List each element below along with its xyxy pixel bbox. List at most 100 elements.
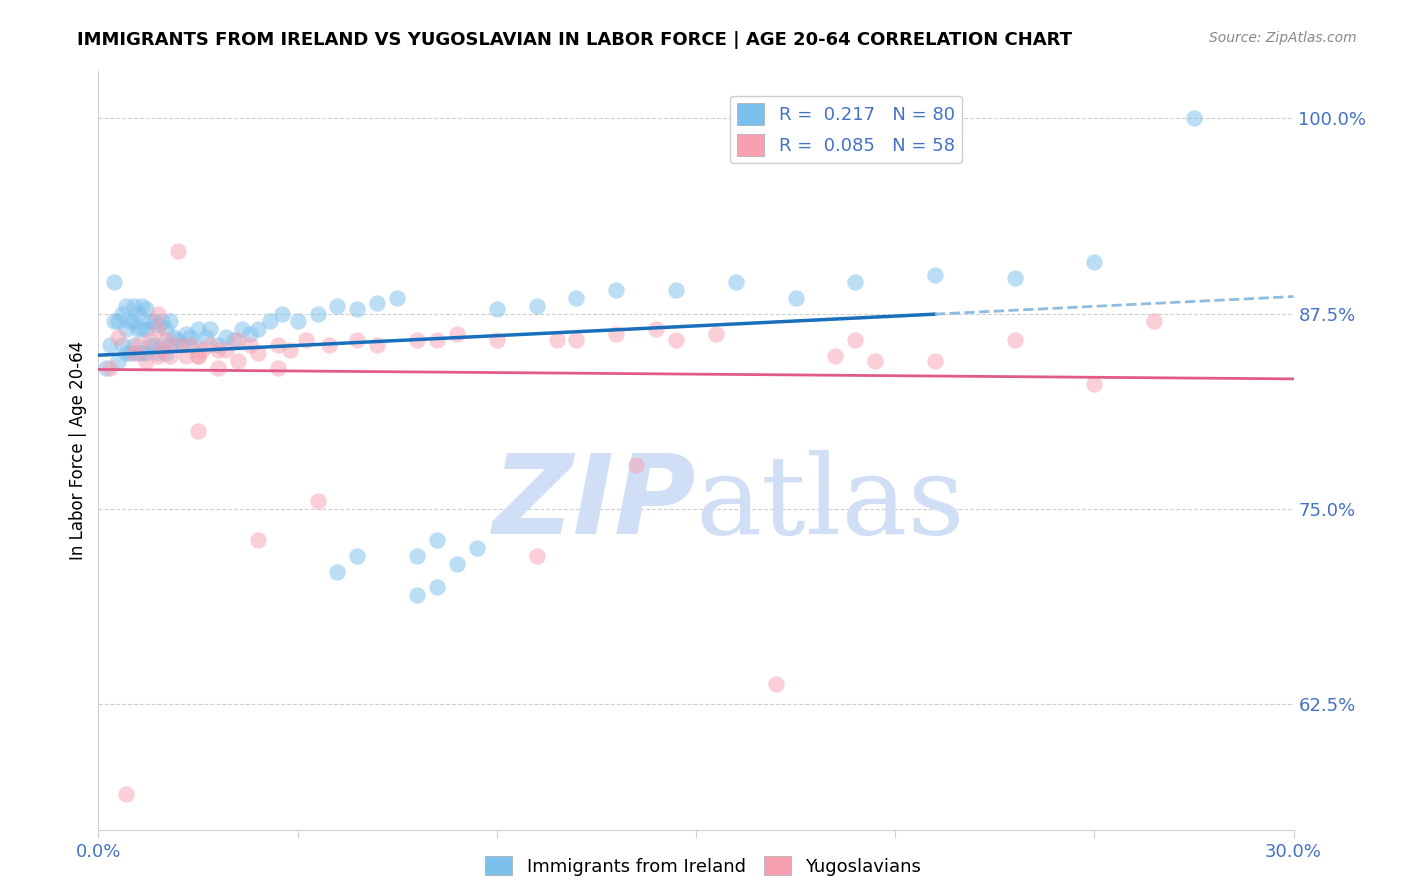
Y-axis label: In Labor Force | Age 20-64: In Labor Force | Age 20-64 [69, 341, 87, 560]
Point [326, 565, 349, 579]
Point [844, 276, 866, 290]
Point [318, 338, 340, 352]
Point [565, 333, 588, 347]
Point [148, 349, 170, 363]
Point [465, 541, 488, 556]
Point [1182, 112, 1205, 126]
Point [155, 345, 177, 359]
Point [103, 314, 125, 328]
Point [124, 338, 146, 352]
Legend: Immigrants from Ireland, Yugoslavians: Immigrants from Ireland, Yugoslavians [478, 849, 928, 883]
Text: atlas: atlas [696, 450, 966, 557]
Point [174, 349, 197, 363]
Point [824, 349, 846, 363]
Point [246, 345, 269, 359]
Point [124, 299, 146, 313]
Point [485, 301, 508, 316]
Point [111, 338, 134, 352]
Point [546, 333, 568, 347]
Point [215, 343, 238, 357]
Point [924, 353, 946, 368]
Point [724, 276, 747, 290]
Point [98, 361, 122, 376]
Point [665, 333, 688, 347]
Point [844, 333, 866, 347]
Point [115, 345, 138, 359]
Point [195, 330, 218, 344]
Point [124, 345, 146, 359]
Text: ZIP: ZIP [492, 450, 696, 557]
Point [246, 533, 269, 548]
Point [287, 314, 309, 328]
Point [107, 314, 129, 328]
Point [207, 338, 229, 352]
Point [159, 338, 181, 352]
Point [120, 345, 142, 359]
Point [406, 333, 429, 347]
Point [150, 314, 173, 328]
Text: Source: ZipAtlas.com: Source: ZipAtlas.com [1209, 31, 1357, 45]
Point [139, 333, 162, 347]
Point [231, 322, 253, 336]
Point [222, 333, 245, 347]
Point [626, 458, 648, 473]
Point [111, 307, 134, 321]
Point [1004, 333, 1026, 347]
Point [172, 338, 194, 352]
Point [98, 338, 122, 352]
Point [167, 338, 190, 352]
Point [307, 307, 329, 321]
Point [198, 338, 221, 352]
Point [179, 338, 201, 352]
Point [924, 268, 946, 282]
Point [485, 333, 508, 347]
Point [346, 333, 368, 347]
Point [143, 338, 166, 352]
Point [385, 291, 409, 305]
Point [127, 338, 149, 352]
Point [163, 330, 186, 344]
Point [1004, 270, 1026, 285]
Point [865, 353, 887, 368]
Point [107, 353, 129, 368]
Point [246, 322, 269, 336]
Point [645, 322, 668, 336]
Point [155, 333, 177, 347]
Point [135, 322, 157, 336]
Point [526, 549, 548, 563]
Point [226, 353, 249, 368]
Point [215, 330, 238, 344]
Point [665, 283, 688, 297]
Point [207, 361, 229, 376]
Point [135, 353, 157, 368]
Point [187, 424, 209, 438]
Point [120, 314, 142, 328]
Point [115, 787, 138, 801]
Text: IMMIGRANTS FROM IRELAND VS YUGOSLAVIAN IN LABOR FORCE | AGE 20-64 CORRELATION CH: IMMIGRANTS FROM IRELAND VS YUGOSLAVIAN I… [77, 31, 1073, 49]
Point [366, 338, 388, 352]
Point [96, 361, 118, 376]
Point [605, 283, 627, 297]
Point [426, 533, 449, 548]
Point [1083, 377, 1105, 392]
Point [187, 349, 209, 363]
Point [131, 345, 153, 359]
Point [278, 343, 301, 357]
Point [148, 345, 170, 359]
Legend: R =  0.217   N = 80, R =  0.085   N = 58: R = 0.217 N = 80, R = 0.085 N = 58 [730, 95, 962, 163]
Point [148, 307, 170, 321]
Point [704, 326, 727, 341]
Point [1143, 314, 1166, 328]
Point [131, 299, 153, 313]
Point [346, 549, 368, 563]
Point [139, 338, 162, 352]
Point [135, 345, 157, 359]
Point [765, 677, 787, 691]
Point [124, 314, 146, 328]
Point [148, 318, 170, 332]
Point [155, 322, 177, 336]
Point [191, 343, 214, 357]
Point [139, 314, 162, 328]
Point [426, 333, 449, 347]
Point [150, 343, 173, 357]
